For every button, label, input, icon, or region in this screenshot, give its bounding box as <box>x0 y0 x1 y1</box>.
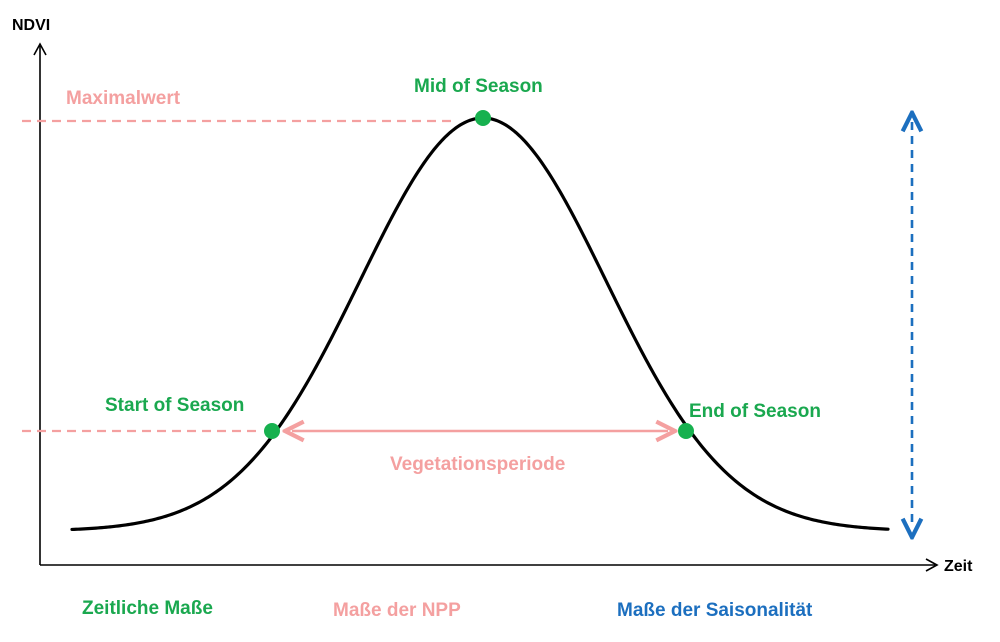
x-axis-arrowhead <box>925 558 939 572</box>
x-axis-label: Zeit <box>944 558 973 575</box>
legend-npp-measures: Maße der NPP <box>333 600 461 621</box>
y-axis-label: NDVI <box>12 17 50 34</box>
mid-of-season-label: Mid of Season <box>414 76 543 97</box>
axes: NDVI Zeit <box>12 17 973 575</box>
end-of-season-label: End of Season <box>689 401 821 422</box>
max-value-label: Maximalwert <box>66 88 181 109</box>
start-of-season-point <box>264 423 280 439</box>
legend-seasonality-measures: Maße der Saisonalität <box>617 600 813 621</box>
legend-temporal-measures: Zeitliche Maße <box>82 598 213 619</box>
start-of-season-label: Start of Season <box>105 395 244 416</box>
vegetation-period-label: Vegetationsperiode <box>390 454 565 475</box>
end-of-season-point <box>678 423 694 439</box>
mid-of-season-point <box>475 110 491 126</box>
y-axis-arrowhead <box>33 42 47 56</box>
